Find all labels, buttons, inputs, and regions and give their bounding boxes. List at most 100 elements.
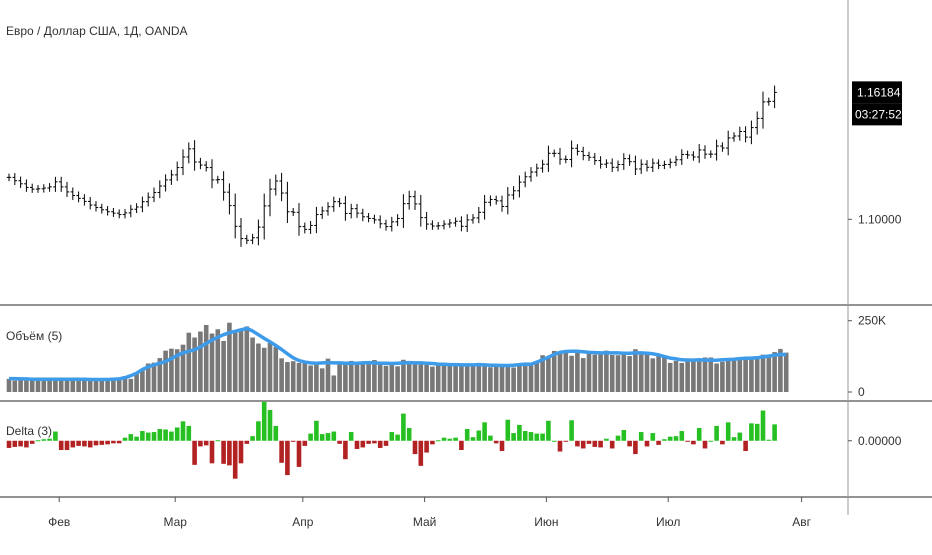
delta-bar [522,431,528,441]
price-bar [105,206,110,216]
delta-bar [354,440,360,449]
volume-bar [418,362,424,392]
volume-bar [186,332,192,392]
volume-bar [395,366,400,392]
price-bar [35,185,41,193]
price-bar [517,175,522,198]
volume-bar [76,380,81,392]
price-bar [308,220,313,234]
volume-tick-label: 250K [858,314,886,328]
delta-bar [580,440,586,449]
delta-bar [557,440,563,452]
volume-bar [749,357,754,392]
price-bar [656,159,661,170]
price-bar [650,158,655,172]
volume-bar [18,378,23,392]
volume-bar [720,361,725,392]
volume-bar [725,359,731,392]
delta-bar [279,440,284,463]
price-bar [273,174,278,196]
price-bar [412,190,418,210]
volume-bar [203,324,209,392]
delta-bar [760,410,766,441]
delta-bar [464,428,470,441]
price-bar [604,159,609,169]
volume-bar [401,359,406,392]
volume-bar [105,379,110,392]
delta-bar [302,440,308,446]
delta-bar [319,434,325,441]
delta-bar [198,440,203,447]
delta-bar [366,440,371,444]
delta-bar [18,440,23,447]
price-bar [18,176,23,188]
delta-bar [238,440,244,464]
volume-bar [250,337,255,392]
price-bar [175,161,180,181]
volume-bar [743,357,748,392]
price-bar [314,206,319,234]
delta-bar [453,437,458,441]
price-bar [238,217,244,247]
delta-bar [116,440,122,444]
price-bar [691,151,696,161]
price-bar [743,126,748,143]
delta-bar [702,440,708,449]
volume-bar [93,379,99,392]
price-bar [221,171,226,201]
volume-bar [737,358,743,392]
volume-bar [192,337,197,392]
delta-bar [667,436,673,441]
delta-bar [604,438,609,441]
price-bar [465,214,470,232]
price-bar [128,204,133,218]
delta-bar [325,433,331,441]
delta-bar [29,440,35,444]
countdown-badge [852,103,902,126]
price-bar [99,203,104,214]
price-bar [93,201,99,212]
volume-bar [441,365,447,392]
delta-bar [714,425,719,441]
volume-ma-line [9,326,787,382]
delta-bar [285,440,290,476]
volume-bar [482,365,487,392]
delta-bar [337,440,342,444]
price-bar [610,158,615,172]
delta-pane-title: Delta (3) [6,424,53,438]
price-bar [528,167,534,182]
price-bar [586,151,592,162]
price-bar [679,149,684,165]
price-bar [134,203,139,214]
price-bar [436,221,441,230]
volume-bar [447,365,453,392]
delta-bar [505,419,511,441]
price-bar [395,214,400,227]
volume-bar [679,362,685,392]
price-bar [476,207,481,224]
volume-bar [580,358,586,392]
price-bar [552,149,557,158]
delta-bar [76,440,81,446]
price-bar [30,183,35,193]
price-bar [627,154,632,166]
delta-bar [534,433,540,441]
price-bar [47,183,52,192]
delta-bar [696,427,702,441]
price-bar [88,197,93,210]
delta-bar [691,440,696,445]
price-bar [697,144,702,163]
delta-bar [621,430,627,441]
delta-tick-label: 0.00000 [858,434,902,448]
price-bar [70,187,75,200]
volume-bar [267,342,273,392]
price-bar [349,203,354,219]
price-bar [331,196,336,212]
volume-bar [772,352,777,392]
volume-bar [244,326,250,392]
price-bar [499,195,505,212]
delta-bar [128,434,134,441]
volume-bar [285,362,290,392]
